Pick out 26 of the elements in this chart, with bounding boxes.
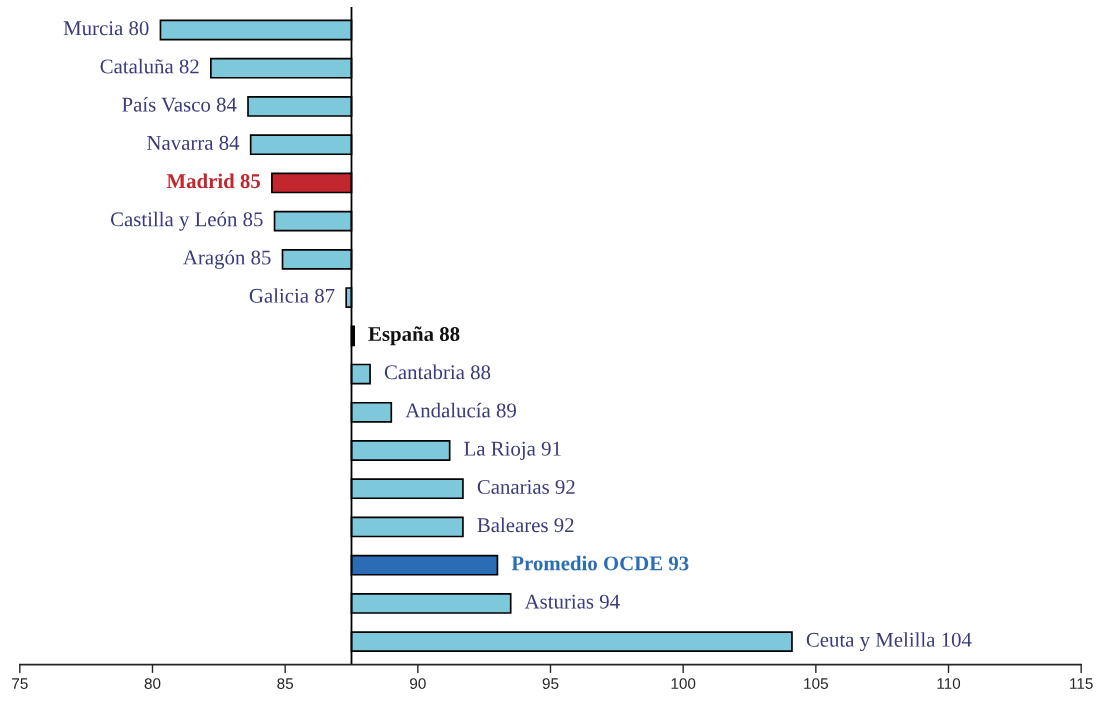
x-tick-label: 80 (144, 678, 161, 689)
x-tick-label: 85 (277, 678, 294, 689)
x-tick-label: 115 (1070, 678, 1093, 689)
y-tick-label: Canarias 92 (477, 479, 575, 494)
y-tick-label: Aragón 85 (183, 249, 271, 269)
y-tick-label: Asturias 94 (524, 594, 620, 609)
x-tick-label: 105 (804, 678, 828, 689)
y-tick-label: La Rioja 91 (464, 441, 561, 460)
y-tick-label: Promedio OCDE 93 (511, 555, 689, 571)
y-tick-label: Baleares 92 (477, 517, 574, 533)
y-tick-label: Galicia 87 (249, 288, 335, 303)
x-tick-label: 100 (671, 678, 696, 689)
y-tick-label: Murcia 80 (63, 21, 149, 36)
y-tick-label: Navarra 84 (147, 135, 240, 150)
y-tick-label: Castilla y León 85 (110, 211, 263, 231)
y-tick-label: Andalucía 89 (405, 402, 516, 418)
y-tick-label: Ceuta y Melilla 104 (806, 632, 972, 652)
y-tick-label: Madrid 85 (166, 173, 261, 189)
y-tick-label: País Vasco 84 (122, 96, 237, 112)
x-tick-label: 110 (937, 678, 961, 689)
x-tick-label: 75 (12, 678, 28, 689)
y-tick-label: España 88 (368, 326, 460, 346)
x-tick-label: 95 (542, 678, 559, 689)
y-tick-label: Cantabria 88 (384, 364, 491, 380)
y-tick-label: Cataluña 82 (100, 58, 199, 74)
x-tick-label: 90 (410, 678, 426, 689)
